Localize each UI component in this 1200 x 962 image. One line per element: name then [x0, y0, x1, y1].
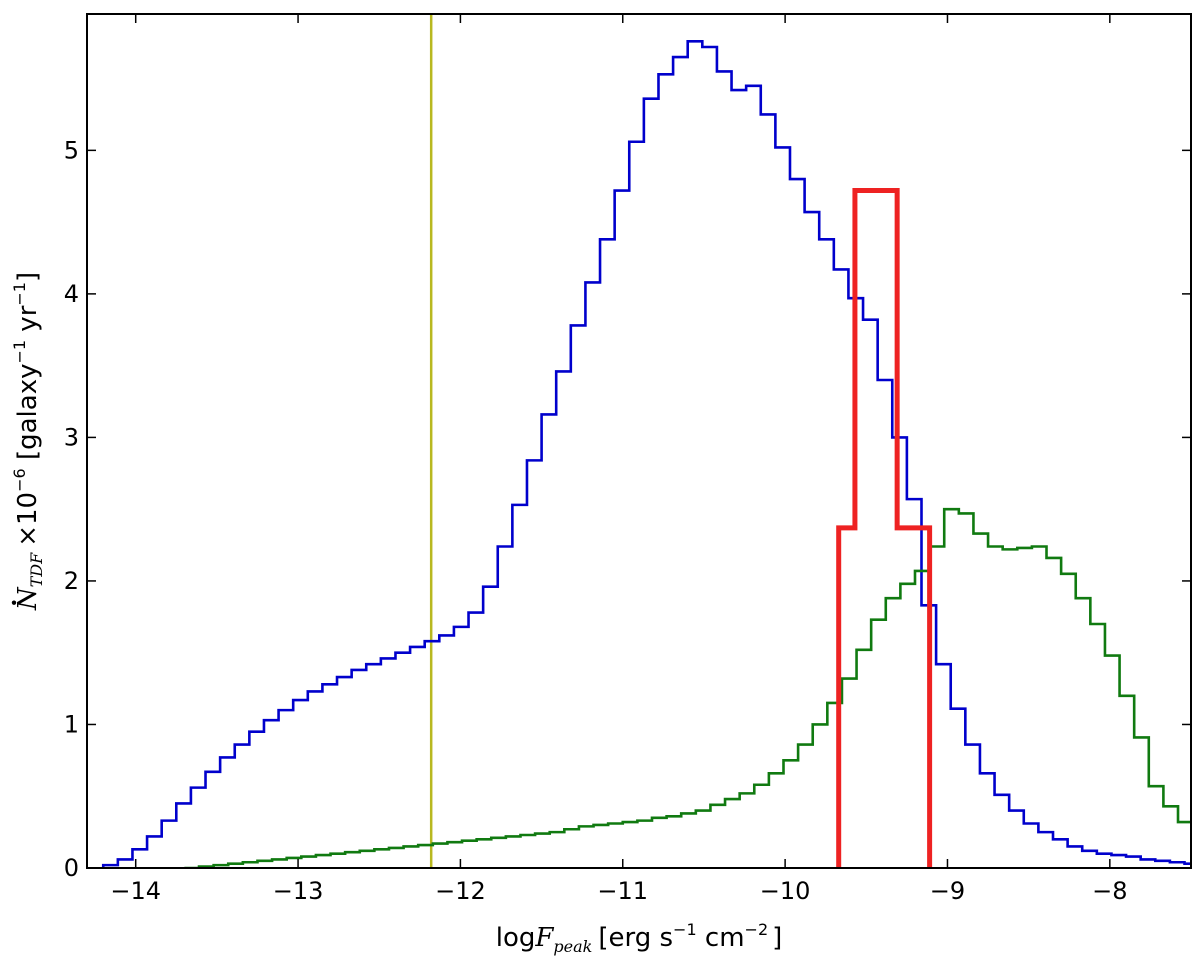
y-tick-label: 3	[64, 423, 79, 451]
ticks-layer: −14 −13 −12 −11 −10 −9 −8 0 1 2 3 4 5	[64, 14, 1191, 905]
y-label-dot	[11, 600, 17, 605]
x-tick-label: −13	[273, 877, 324, 905]
y-tick-label: 4	[64, 280, 79, 308]
x-tick-label: −8	[1092, 877, 1127, 905]
x-tick-label: −9	[930, 877, 965, 905]
x-tick-label: −11	[597, 877, 648, 905]
y-tick-label: 0	[64, 854, 79, 882]
x-tick-label: −12	[435, 877, 486, 905]
plot-area	[101, 14, 1191, 868]
plot-frame	[86, 13, 1192, 869]
x-tick-label: −10	[760, 877, 811, 905]
series-layer	[101, 14, 1191, 868]
y-tick-label: 1	[64, 710, 79, 738]
x-axis-label: logFpeak [erg s−1 cm−2]	[496, 920, 783, 956]
x-tick-label: −14	[110, 877, 161, 905]
y-tick-label: 5	[64, 136, 79, 164]
blue-histogram-series	[101, 39, 1191, 868]
y-axis-label: NTDF×10−6 [galaxy−1 yr−1]	[10, 272, 46, 611]
green-histogram-series	[184, 507, 1191, 868]
red-histogram-series	[836, 188, 933, 868]
y-tick-label: 2	[64, 567, 79, 595]
